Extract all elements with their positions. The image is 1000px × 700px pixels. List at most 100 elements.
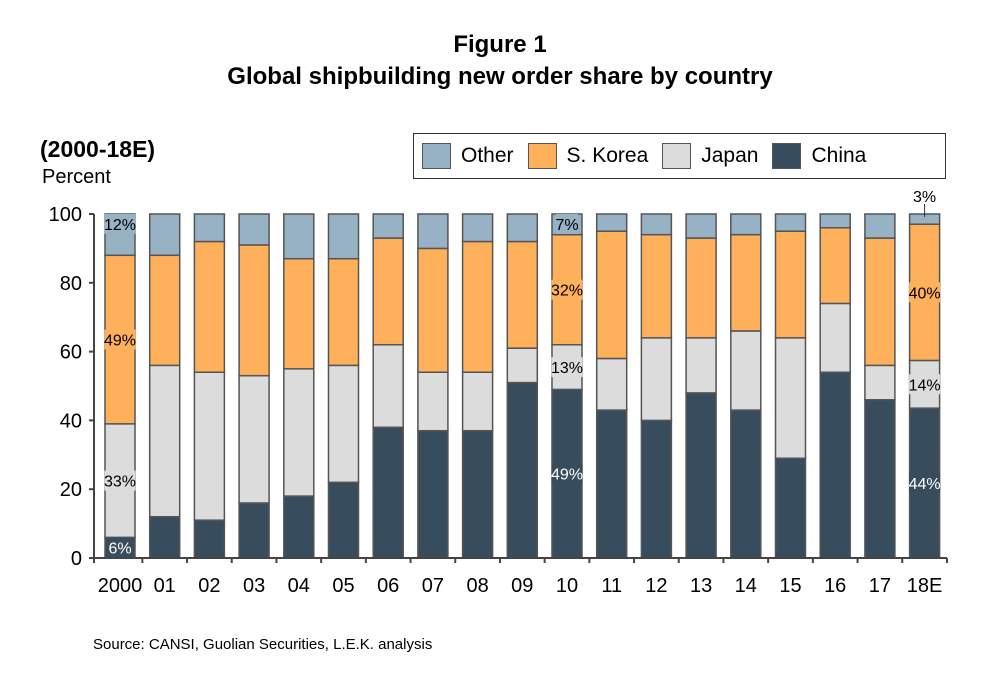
source-note: Source: CANSI, Guolian Securities, L.E.K… [93, 636, 433, 653]
bar-segment-other-06 [372, 213, 404, 239]
bar-segment-china-11 [595, 409, 628, 559]
bar-segment-other-08 [461, 213, 494, 243]
data-label-other-2000: 12% [104, 217, 136, 234]
bar-segment-japan-05 [327, 364, 360, 484]
data-label-china-2000-bg [109, 537, 131, 558]
legend-item-other: Other [422, 143, 514, 169]
bar-segment-japan-03 [238, 374, 270, 504]
bar-segment-japan-17 [864, 364, 896, 401]
bar-segment-japan-02 [193, 371, 226, 521]
legend-item-japan: Japan [662, 143, 758, 169]
legend-swatch-s-korea [527, 143, 557, 169]
bar-segment-japan-11 [595, 357, 628, 411]
bar-segment-china-16 [819, 371, 851, 559]
x-tick-label-12: 12 [645, 575, 667, 597]
bar-segment-china-17 [864, 399, 896, 559]
legend-label-other: Other [461, 144, 514, 167]
bar-segment-other-01 [148, 213, 181, 257]
y-axis-label: Percent [42, 166, 111, 188]
x-tick-label-03: 03 [243, 575, 265, 597]
bar-segment-other-07 [417, 213, 449, 250]
x-tick-label-02: 02 [198, 575, 220, 597]
figure-label: Figure 1 [453, 31, 547, 58]
data-label-s-korea-2000: 49% [104, 333, 136, 350]
data-label-other-18e: 3% [913, 189, 936, 206]
bar-segment-japan-06 [372, 343, 404, 429]
x-tick-label-10: 10 [556, 575, 578, 597]
x-tick-label-05: 05 [332, 575, 354, 597]
data-label-s-korea-10-bg [551, 279, 583, 300]
bar-segment-s-korea-01 [148, 254, 181, 367]
bar-segment-s-korea-12 [640, 233, 673, 339]
legend-item-china: China [772, 143, 866, 169]
bar-segment-china-05 [327, 481, 360, 559]
data-label-japan-10: 13% [551, 360, 583, 377]
bar-segment-china-06 [372, 426, 404, 559]
bar-segment-other-13 [685, 213, 717, 239]
bar-segment-japan-04 [283, 368, 315, 497]
bar-segment-other-15 [774, 213, 807, 232]
bar-segment-other-17 [864, 213, 896, 239]
bar-segment-china-07 [417, 429, 449, 559]
bar-segment-japan-15 [774, 337, 807, 459]
x-tick-label-17: 17 [869, 575, 891, 597]
legend-swatch-japan [662, 143, 692, 169]
bar-segment-s-korea-03 [238, 244, 270, 377]
x-tick-label-08: 08 [466, 575, 488, 597]
legend-swatch-other [422, 143, 451, 169]
legend-swatch-china [772, 143, 802, 169]
bar-segment-other-16 [819, 213, 851, 229]
bar-segment-other-05 [327, 213, 360, 260]
bar-segment-s-korea-14 [730, 233, 762, 332]
bar-segment-s-korea-09 [506, 240, 539, 349]
x-tick-label-14: 14 [735, 575, 757, 597]
data-label-japan-10-bg [551, 357, 583, 378]
bar-segment-s-korea-04 [283, 257, 315, 370]
data-label-s-korea-10: 32% [551, 283, 583, 300]
bar-segment-s-korea-17 [864, 237, 896, 367]
bar-segment-japan-07 [417, 371, 449, 432]
x-tick-label-06: 06 [377, 575, 399, 597]
y-tick-label-60: 60 [60, 342, 82, 364]
y-tick-label-80: 80 [60, 273, 82, 295]
bar-segment-other-09 [506, 213, 539, 243]
y-tick-label-40: 40 [60, 410, 82, 432]
bar-segment-s-korea-15 [774, 230, 807, 339]
data-label-japan-2000: 33% [104, 474, 136, 491]
bar-segment-s-korea-16 [819, 227, 851, 305]
bar-segment-japan-13 [685, 337, 717, 394]
bar-segment-japan-16 [819, 302, 851, 373]
y-tick-label-0: 0 [71, 548, 82, 570]
legend-label-china: China [811, 144, 867, 167]
bar-segment-s-korea-11 [595, 230, 628, 360]
data-label-china-18e: 44% [909, 476, 941, 493]
chart-title: Global shipbuilding new order share by c… [227, 63, 773, 90]
bar-segment-s-korea-06 [372, 237, 404, 346]
x-tick-label-2000: 2000 [98, 575, 143, 597]
data-label-s-korea-2000-bg [104, 329, 136, 350]
legend: Other S. Korea Japan China [413, 133, 946, 179]
legend-label-s-korea: S. Korea [566, 144, 649, 167]
x-tick-label-13: 13 [690, 575, 712, 597]
data-label-china-18e-bg [909, 473, 941, 494]
bar-segment-other-12 [640, 213, 673, 236]
bar-segment-china-04 [283, 495, 315, 559]
x-tick-label-09: 09 [511, 575, 533, 597]
chart-subtitle: (2000-18E) [40, 136, 156, 162]
y-tick-label-100: 100 [49, 204, 82, 226]
data-label-japan-18e: 14% [909, 377, 941, 394]
x-tick-label-04: 04 [288, 575, 310, 597]
bar-segment-japan-09 [506, 347, 539, 384]
bar-segment-china-01 [148, 515, 181, 559]
bar-segment-s-korea-08 [461, 240, 494, 373]
legend-label-japan: Japan [701, 144, 759, 167]
bar-segment-japan-01 [148, 364, 181, 518]
bar-segment-s-korea-13 [685, 237, 717, 339]
x-tick-label-16: 16 [824, 575, 846, 597]
bar-segment-china-12 [640, 419, 673, 559]
y-tick-label-20: 20 [60, 479, 82, 501]
x-tick-label-01: 01 [154, 575, 176, 597]
bar-segment-other-14 [730, 213, 762, 236]
x-tick-label-15: 15 [779, 575, 801, 597]
